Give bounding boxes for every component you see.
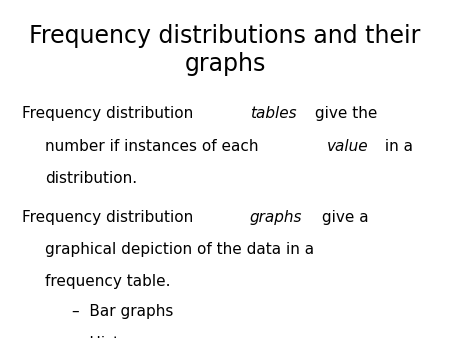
- Text: give a: give a: [318, 210, 369, 224]
- Text: graphical depiction of the data in a: graphical depiction of the data in a: [45, 242, 314, 257]
- Text: Frequency distribution: Frequency distribution: [22, 106, 198, 121]
- Text: give the: give the: [310, 106, 377, 121]
- Text: distribution.: distribution.: [45, 171, 137, 186]
- Text: Frequency distributions and their
graphs: Frequency distributions and their graphs: [29, 24, 421, 76]
- Text: tables: tables: [250, 106, 297, 121]
- Text: –  Bar graphs: – Bar graphs: [72, 304, 173, 319]
- Text: value: value: [327, 139, 369, 153]
- Text: –  Histograms: – Histograms: [72, 336, 177, 338]
- Text: graphs: graphs: [250, 210, 302, 224]
- Text: frequency table.: frequency table.: [45, 274, 171, 289]
- Text: Frequency distribution: Frequency distribution: [22, 210, 198, 224]
- Text: number if instances of each: number if instances of each: [45, 139, 263, 153]
- Text: in a: in a: [381, 139, 414, 153]
